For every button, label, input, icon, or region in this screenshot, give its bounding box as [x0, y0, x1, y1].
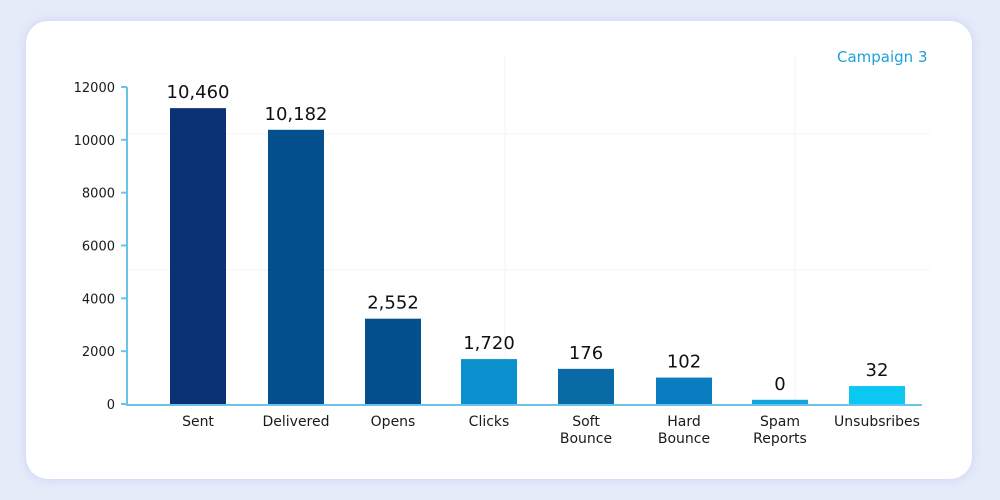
- x-tick-label-0: Sent: [182, 414, 214, 430]
- bar-7: [849, 386, 905, 404]
- x-tick-label-line: Bounce: [560, 431, 612, 447]
- data-label-5: 102: [667, 352, 701, 373]
- axes: [121, 86, 922, 406]
- legend-label: Campaign 3: [837, 48, 928, 66]
- bar-0: [170, 108, 226, 404]
- x-tick-label-line: Hard: [667, 414, 701, 430]
- data-label-1: 10,182: [265, 104, 328, 125]
- bar-6: [752, 399, 808, 404]
- x-tick-label-line: Clicks: [469, 414, 510, 430]
- y-tick-label-8000: 8000: [82, 187, 115, 202]
- x-tick-label-1: Delivered: [262, 414, 329, 430]
- y-tick-label-12000: 12000: [74, 81, 115, 96]
- bar-5: [656, 377, 712, 404]
- bar-3: [461, 359, 517, 404]
- labels: 10,460 10,182 2,552 1,720 176 102 0 32 0 2000 4000…: [74, 81, 920, 447]
- y-tick-label-2000: 2000: [82, 345, 115, 360]
- x-tick-label-line: Spam: [760, 414, 800, 430]
- x-tick-label-line: Reports: [753, 431, 807, 447]
- data-label-4: 176: [569, 343, 603, 364]
- grid-lines: [128, 55, 930, 404]
- x-tick-label-line: Delivered: [262, 414, 329, 430]
- x-tick-label-3: Clicks: [469, 414, 510, 430]
- data-label-3: 1,720: [463, 333, 515, 354]
- x-tick-label-line: Unsubsribes: [834, 414, 920, 430]
- x-tick-label-4: Soft Bounce: [560, 414, 612, 447]
- x-tick-label-line: Bounce: [658, 431, 710, 447]
- y-tick-label-6000: 6000: [82, 240, 115, 255]
- y-tick-label-10000: 10000: [74, 134, 115, 149]
- x-tick-label-line: Sent: [182, 414, 214, 430]
- data-label-7: 32: [866, 360, 889, 381]
- y-tick-label-4000: 4000: [82, 292, 115, 307]
- data-label-0: 10,460: [167, 82, 230, 103]
- x-tick-label-line: Soft: [572, 414, 600, 430]
- data-label-6: 0: [774, 374, 785, 395]
- y-tick-label-0: 0: [107, 398, 115, 413]
- x-tick-label-5: Hard Bounce: [658, 414, 710, 447]
- data-label-2: 2,552: [367, 293, 419, 314]
- bar-1: [268, 129, 324, 405]
- bar-2: [365, 318, 421, 404]
- bars: [170, 108, 905, 405]
- x-tick-label-line: Opens: [371, 414, 416, 430]
- bar-4: [558, 368, 614, 404]
- x-tick-label-2: Opens: [371, 414, 416, 430]
- x-tick-label-7: Unsubsribes: [834, 414, 920, 430]
- x-tick-label-6: Spam Reports: [753, 414, 807, 447]
